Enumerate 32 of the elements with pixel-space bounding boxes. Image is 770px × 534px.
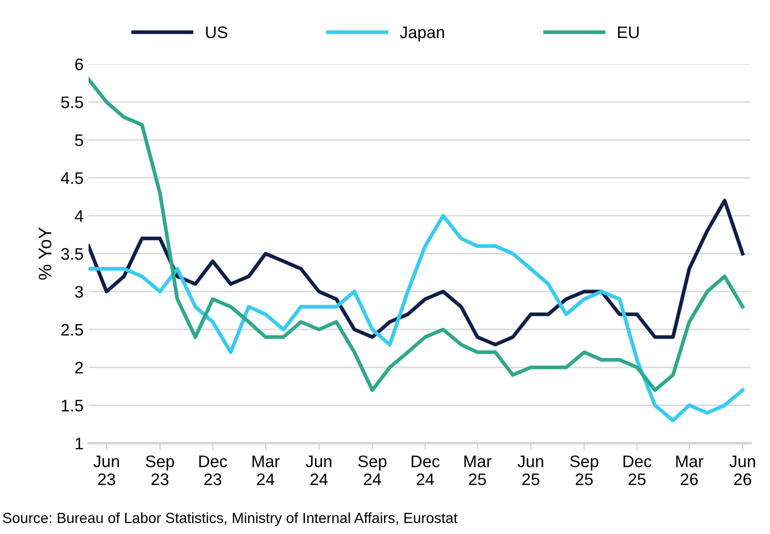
x-tick-label: Mar 25 bbox=[464, 456, 492, 486]
y-tick-label: 1 bbox=[76, 438, 83, 450]
x-tick-label: Dec 24 bbox=[412, 456, 440, 486]
x-tick-label: Mar 24 bbox=[252, 456, 280, 486]
y-tick-label: 3.5 bbox=[61, 248, 83, 260]
y-tick-label: 6 bbox=[75, 58, 83, 70]
y-tick-label: 4 bbox=[74, 210, 84, 222]
y-axis-title: % YoY bbox=[38, 227, 52, 280]
y-tick-label: 2 bbox=[75, 362, 83, 374]
y-tick-label: 5 bbox=[75, 134, 83, 146]
y-tick-label: 4.5 bbox=[60, 172, 83, 184]
y-tick-label: 1.5 bbox=[62, 400, 83, 412]
line-series bbox=[88, 214, 744, 422]
x-tick-label: Dec 25 bbox=[624, 456, 652, 486]
legend-label: Japan bbox=[400, 26, 444, 42]
x-tick-label: Dec 23 bbox=[199, 456, 228, 486]
x-tick-label: Mar 26 bbox=[676, 456, 704, 486]
x-tick-label: Jun 24 bbox=[306, 456, 332, 486]
x-tick-label: Jun 26 bbox=[729, 456, 755, 486]
x-tick-label: Sep 24 bbox=[358, 455, 386, 486]
line-series bbox=[88, 77, 744, 392]
source-note: Source: Bureau of Labor Statistics, Ministry of Internal Affairs, Eurostat bbox=[2, 512, 458, 526]
y-tick-label: 3 bbox=[75, 286, 83, 298]
y-tick-label: 2.5 bbox=[61, 324, 83, 336]
x-tick-label: Sep 23 bbox=[146, 455, 174, 486]
legend-label: EU bbox=[618, 26, 639, 38]
x-tick-label: Jun 23 bbox=[93, 456, 119, 486]
x-tick-label: Jun 25 bbox=[518, 456, 544, 486]
y-tick-label: 5.5 bbox=[61, 96, 83, 108]
legend-label: US bbox=[206, 26, 228, 38]
x-tick-label: Sep 25 bbox=[570, 455, 598, 486]
line-series bbox=[88, 198, 744, 346]
